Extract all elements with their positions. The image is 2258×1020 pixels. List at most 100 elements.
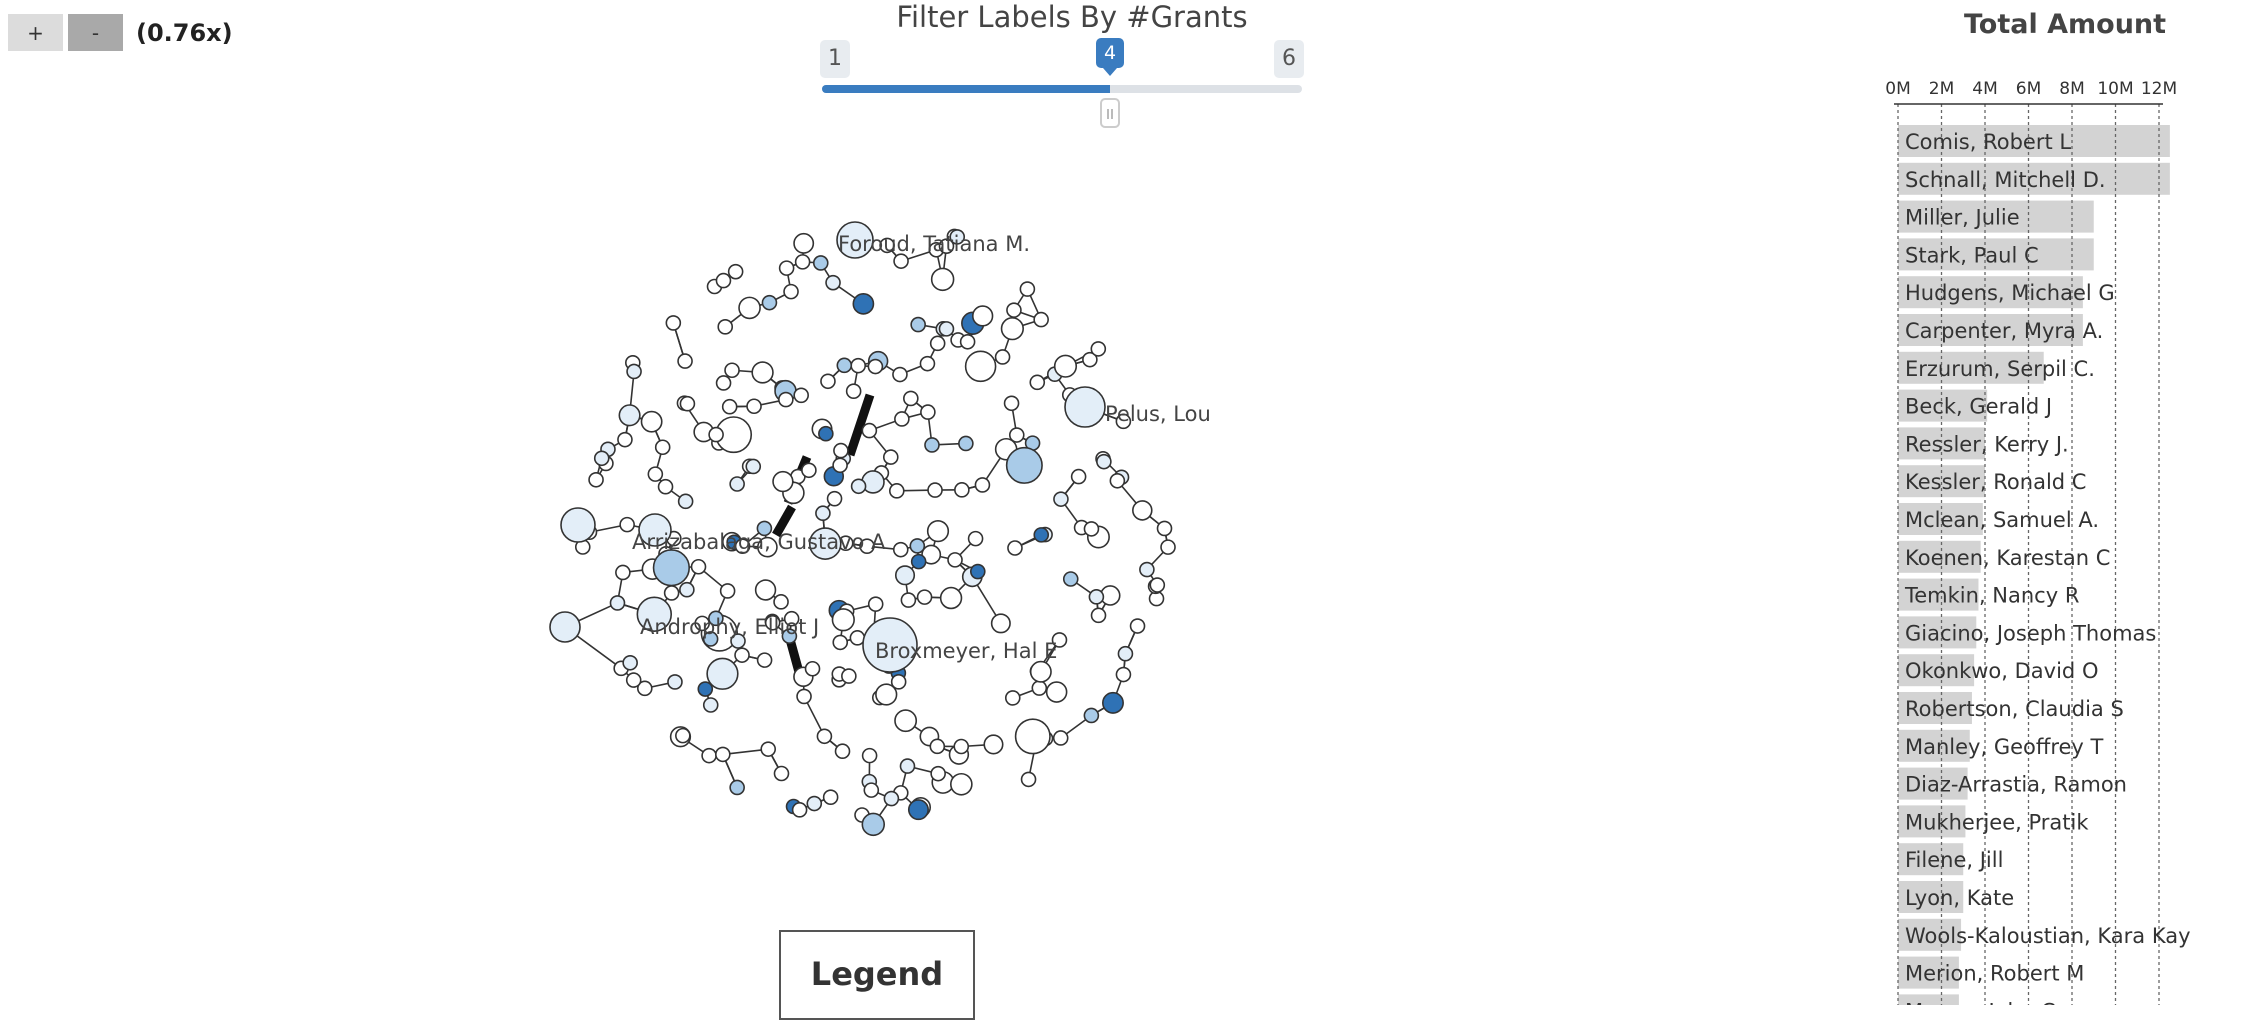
graph-node[interactable] xyxy=(918,590,932,604)
graph-node[interactable] xyxy=(900,759,914,773)
graph-node[interactable] xyxy=(836,744,850,758)
graph-node[interactable] xyxy=(1084,522,1098,536)
graph-node[interactable] xyxy=(1092,608,1106,622)
graph-node[interactable] xyxy=(1022,772,1036,786)
graph-node[interactable] xyxy=(928,521,949,542)
graph-node[interactable] xyxy=(930,739,944,753)
graph-node[interactable] xyxy=(797,689,811,703)
graph-node[interactable] xyxy=(784,285,798,299)
graph-node[interactable] xyxy=(814,256,828,270)
graph-node[interactable] xyxy=(716,747,730,761)
graph-node[interactable] xyxy=(996,350,1010,364)
graph-node[interactable] xyxy=(1007,303,1021,317)
graph-node[interactable] xyxy=(717,376,731,390)
graph-node[interactable] xyxy=(735,648,749,662)
graph-node[interactable] xyxy=(1116,668,1130,682)
graph-node[interactable] xyxy=(1020,282,1034,296)
graph-node[interactable] xyxy=(659,480,673,494)
graph-node[interactable] xyxy=(948,553,962,567)
graph-node[interactable] xyxy=(721,584,735,598)
graph-node[interactable] xyxy=(896,566,914,584)
graph-node[interactable] xyxy=(1007,448,1042,483)
graph-node[interactable] xyxy=(971,565,985,579)
graph-node[interactable] xyxy=(793,803,807,817)
graph-node[interactable] xyxy=(884,450,898,464)
graph-node[interactable] xyxy=(862,813,884,835)
graph-node[interactable] xyxy=(794,388,808,402)
graph-node[interactable] xyxy=(1055,355,1077,377)
graph-node[interactable] xyxy=(842,669,856,683)
graph-node[interactable] xyxy=(920,357,934,371)
graph-node[interactable] xyxy=(1005,396,1019,410)
graph-node[interactable] xyxy=(704,698,718,712)
graph-node[interactable] xyxy=(1054,492,1068,506)
graph-node[interactable] xyxy=(928,483,942,497)
graph-node[interactable] xyxy=(832,609,854,631)
graph-node[interactable] xyxy=(931,767,945,781)
graph-node[interactable] xyxy=(1118,647,1132,661)
graph-node[interactable] xyxy=(824,790,838,804)
graph-node[interactable] xyxy=(1133,501,1152,520)
graph-node[interactable] xyxy=(975,478,989,492)
graph-node[interactable] xyxy=(852,479,866,493)
graph-node[interactable] xyxy=(864,783,878,797)
graph-node[interactable] xyxy=(561,508,595,542)
graph-node[interactable] xyxy=(895,710,916,731)
graph-node[interactable] xyxy=(1006,691,1020,705)
graph-node[interactable] xyxy=(550,612,580,642)
graph-node[interactable] xyxy=(932,268,954,290)
graph-node[interactable] xyxy=(678,354,692,368)
graph-node[interactable] xyxy=(941,588,962,609)
graph-node[interactable] xyxy=(668,675,682,689)
slider-handle[interactable] xyxy=(1100,98,1120,128)
graph-node[interactable] xyxy=(761,742,775,756)
graph-node[interactable] xyxy=(746,459,760,473)
graph-node[interactable] xyxy=(729,265,743,279)
graph-node[interactable] xyxy=(912,555,926,569)
graph-node[interactable] xyxy=(895,412,909,426)
graph-node[interactable] xyxy=(1016,719,1050,753)
graph-node[interactable] xyxy=(680,583,694,597)
graph-node[interactable] xyxy=(1084,708,1098,722)
graph-node[interactable] xyxy=(911,318,925,332)
zoom-in-button[interactable]: + xyxy=(8,14,63,51)
graph-node[interactable] xyxy=(961,335,975,349)
graph-node[interactable] xyxy=(623,656,637,670)
graph-node[interactable] xyxy=(618,433,632,447)
graph-node[interactable] xyxy=(1089,590,1103,604)
graph-node[interactable] xyxy=(730,477,744,491)
graph-node[interactable] xyxy=(1161,540,1175,554)
graph-node[interactable] xyxy=(992,614,1010,632)
graph-node[interactable] xyxy=(1140,563,1154,577)
graph-node[interactable] xyxy=(876,684,897,705)
graph-node[interactable] xyxy=(939,322,953,336)
graph-node[interactable] xyxy=(716,274,730,288)
zoom-out-button[interactable]: - xyxy=(68,14,123,51)
graph-node[interactable] xyxy=(817,729,831,743)
graph-node[interactable] xyxy=(816,506,830,520)
graph-node[interactable] xyxy=(774,595,788,609)
graph-node[interactable] xyxy=(627,364,641,378)
graph-node[interactable] xyxy=(627,673,641,687)
graph-node[interactable] xyxy=(1008,541,1022,555)
graph-node[interactable] xyxy=(698,682,712,696)
graph-node[interactable] xyxy=(595,451,609,465)
graph-node[interactable] xyxy=(739,297,760,318)
legend-button[interactable]: Legend xyxy=(779,930,975,1020)
graph-node[interactable] xyxy=(1072,470,1086,484)
graph-node[interactable] xyxy=(680,397,694,411)
graph-node[interactable] xyxy=(679,494,693,508)
graph-node[interactable] xyxy=(910,539,924,553)
graph-node[interactable] xyxy=(925,438,939,452)
graph-node[interactable] xyxy=(1030,375,1044,389)
graph-node[interactable] xyxy=(955,483,969,497)
graph-node[interactable] xyxy=(862,424,876,438)
graph-node[interactable] xyxy=(707,658,738,689)
graph-node[interactable] xyxy=(709,428,723,442)
graph-node[interactable] xyxy=(904,391,918,405)
graph-node[interactable] xyxy=(884,792,898,806)
graph-node[interactable] xyxy=(665,586,679,600)
graph-node[interactable] xyxy=(863,749,877,763)
graph-node[interactable] xyxy=(959,436,973,450)
graph-node[interactable] xyxy=(1034,313,1048,327)
